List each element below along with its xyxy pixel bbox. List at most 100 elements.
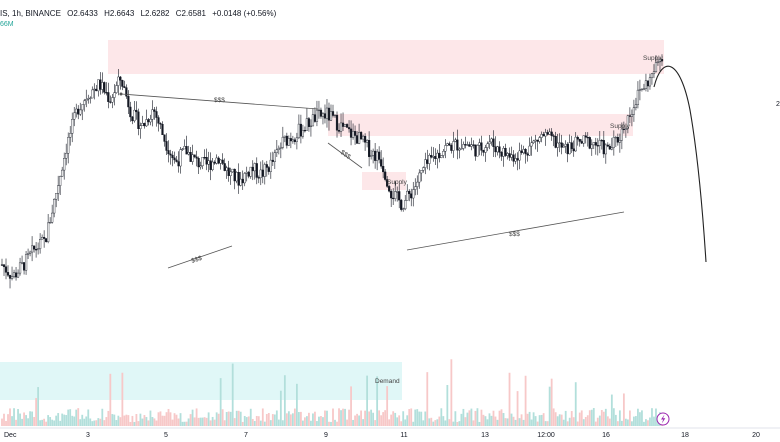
volume-bar xyxy=(450,359,453,426)
candle-body xyxy=(81,104,84,111)
candle-body xyxy=(562,145,565,148)
candle-body xyxy=(12,272,16,277)
candle-body xyxy=(291,139,294,142)
candle-body xyxy=(532,140,535,143)
candle-body xyxy=(35,249,38,251)
volume-bar xyxy=(440,408,443,426)
volume-bar xyxy=(558,414,561,426)
volume-bar xyxy=(21,418,23,426)
candle-body xyxy=(285,135,288,146)
candle-body xyxy=(123,86,126,88)
volume-bar xyxy=(291,413,294,426)
volume-bar xyxy=(217,413,220,426)
volume-bar xyxy=(434,420,437,426)
candle-body xyxy=(109,101,112,103)
volume-bar xyxy=(183,421,186,426)
candle-body xyxy=(265,164,268,168)
candle-body xyxy=(548,131,551,135)
symbol-header: IS, 1h, BINANCE O2.6433 H2.6643 L2.6282 … xyxy=(0,9,280,18)
candle-body xyxy=(115,85,118,93)
volume-bar xyxy=(105,417,108,426)
volume-bar xyxy=(107,410,110,426)
candle-body xyxy=(624,128,627,130)
volume-bar xyxy=(318,416,320,426)
volume-bar xyxy=(402,411,405,426)
volume-bar xyxy=(159,411,162,426)
volume-bar xyxy=(324,410,326,426)
candle-body xyxy=(528,145,531,156)
x-tick-label: 3 xyxy=(86,432,90,437)
candle-body xyxy=(24,254,28,271)
volume-bar xyxy=(37,387,40,426)
volume-bar xyxy=(578,412,581,426)
candle-body xyxy=(418,172,421,183)
candle-body xyxy=(139,125,142,129)
candle-body xyxy=(289,138,292,142)
candle-body xyxy=(149,119,152,123)
volume-bar xyxy=(633,416,635,426)
candle-body xyxy=(636,89,640,105)
candle-body xyxy=(376,151,379,161)
volume-bar xyxy=(31,411,33,426)
demand-zone xyxy=(0,362,402,400)
candle-body xyxy=(30,245,34,253)
volume-bar xyxy=(342,408,344,426)
candle-body xyxy=(438,152,441,158)
candle-body xyxy=(317,109,321,112)
candle-body xyxy=(97,79,100,92)
volume-bar xyxy=(113,414,116,426)
candle-body xyxy=(390,190,393,199)
volume-bar xyxy=(572,417,575,426)
candle-body xyxy=(622,128,625,131)
candle-body xyxy=(119,76,122,81)
candle-body xyxy=(103,82,106,93)
volume-bar xyxy=(468,410,471,426)
candle-body xyxy=(560,142,563,148)
volume-bar xyxy=(546,421,549,426)
volume-bar xyxy=(452,421,455,426)
candle-body xyxy=(592,142,595,146)
volume-bar xyxy=(649,417,651,426)
volume-bar xyxy=(211,416,214,426)
volume-bar xyxy=(396,417,399,426)
volume-bar xyxy=(500,409,503,426)
volume-bar xyxy=(221,409,224,426)
candle-body xyxy=(518,150,521,161)
candle-body xyxy=(355,135,359,144)
volume-bar xyxy=(608,418,611,426)
candle-body xyxy=(10,276,14,279)
candle-body xyxy=(215,157,218,164)
volume-bar xyxy=(378,410,381,426)
volume-bar xyxy=(376,376,379,426)
candle-body xyxy=(297,123,300,139)
candle-body xyxy=(456,139,459,151)
volume-bar xyxy=(189,414,192,426)
volume-bar xyxy=(582,419,585,426)
candle-body xyxy=(2,264,6,267)
volume-bar xyxy=(279,390,282,426)
volume-bar xyxy=(626,419,629,426)
volume-bar xyxy=(27,418,29,426)
volume-bar xyxy=(430,417,433,426)
candle-body xyxy=(454,139,457,142)
volume-bar xyxy=(416,409,419,426)
candle-body xyxy=(546,132,549,135)
candle-body xyxy=(640,88,644,90)
volume-bar xyxy=(496,419,499,426)
candle-body xyxy=(183,146,186,150)
candle-body xyxy=(28,251,32,254)
lightning-icon[interactable] xyxy=(656,412,670,426)
volume-bar xyxy=(566,421,569,426)
x-tick-label: 16 xyxy=(602,432,610,437)
candle-body xyxy=(45,238,48,242)
volume-bar xyxy=(348,409,350,426)
candle-body xyxy=(261,169,264,177)
volume-bar xyxy=(338,408,340,426)
volume-bar xyxy=(103,420,106,426)
candle-body xyxy=(205,157,208,165)
candle-body xyxy=(590,144,593,149)
volume-bar xyxy=(594,421,597,426)
volume-bar xyxy=(235,410,238,426)
